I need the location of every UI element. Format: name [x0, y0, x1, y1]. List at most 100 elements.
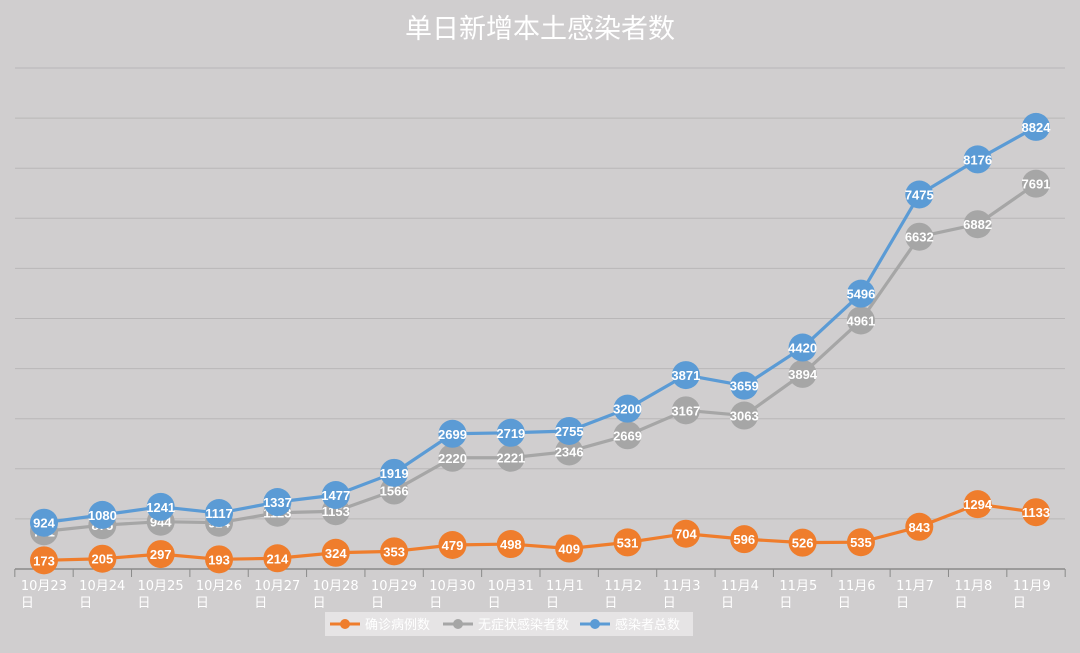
- data-point: [905, 180, 934, 209]
- data-label: 526: [792, 536, 814, 551]
- series-3: 924 1080 1241 1117 1337 1477 1919 2699 2719 2755 3…: [30, 112, 1052, 537]
- data-label: 1477: [321, 488, 350, 503]
- data-label: 535: [850, 535, 872, 550]
- x-tick-label: 10月24 日: [79, 579, 125, 611]
- data-label: 4961: [846, 313, 875, 328]
- legend-item: 无症状感染者数: [443, 617, 569, 633]
- data-label: 2669: [613, 428, 642, 443]
- x-tick-label: 11月4 日: [721, 579, 759, 611]
- data-point: [963, 490, 992, 519]
- data-point: [205, 545, 234, 574]
- data-label: 2221: [496, 451, 525, 466]
- data-label: 843: [908, 520, 930, 535]
- x-tick-label: 10月23 日: [21, 579, 67, 611]
- legend: 确诊病例数 无症状感染者数 感染者总数: [325, 612, 693, 636]
- data-label: 1117: [205, 506, 233, 521]
- x-tick-label: 10月25 日: [138, 579, 184, 611]
- data-point: [905, 222, 934, 251]
- x-tick-label: 10月31 日: [488, 579, 534, 611]
- data-point: [963, 210, 992, 239]
- x-tick-label: 10月29 日: [371, 579, 417, 611]
- x-tick-label: 11月5 日: [779, 579, 817, 611]
- data-label: 193: [208, 552, 230, 567]
- data-label: 1294: [963, 497, 993, 512]
- data-label: 4420: [788, 341, 817, 356]
- data-label: 3894: [788, 367, 818, 382]
- data-label: 3167: [671, 403, 700, 418]
- data-label: 3200: [613, 402, 642, 417]
- data-point: [496, 418, 525, 447]
- data-point: [1022, 169, 1050, 198]
- x-tick-label: 10月26 日: [196, 579, 242, 611]
- data-label: 6632: [905, 230, 934, 245]
- data-label: 2755: [555, 424, 584, 439]
- data-label: 2220: [438, 451, 467, 466]
- legend-swatch-marker: [340, 619, 350, 629]
- data-label: 1080: [88, 508, 117, 523]
- data-point: [846, 279, 875, 308]
- data-label: 3659: [730, 379, 759, 394]
- series-line: [42, 125, 1038, 525]
- data-label: 297: [150, 547, 172, 562]
- data-point: [613, 528, 642, 557]
- legend-item: 感染者总数: [580, 617, 680, 633]
- data-point: [88, 544, 117, 573]
- data-label: 5496: [846, 287, 875, 302]
- legend-label: 无症状感染者数: [478, 617, 569, 633]
- data-label: 2346: [555, 444, 584, 459]
- data-point: [30, 546, 58, 575]
- data-label: 924: [33, 516, 55, 531]
- data-point: [555, 534, 584, 563]
- legend-label: 感染者总数: [615, 617, 680, 633]
- data-point: [963, 145, 992, 174]
- x-tick-label: 10月28 日: [313, 579, 359, 611]
- data-label: 353: [383, 544, 405, 559]
- data-label: 205: [92, 552, 114, 567]
- data-point: [321, 481, 350, 510]
- data-point: [671, 519, 700, 548]
- data-label: 8176: [963, 152, 992, 167]
- x-tick-label: 11月9 日: [1013, 579, 1051, 611]
- data-point: [88, 500, 117, 529]
- x-tick-label: 11月2 日: [604, 579, 642, 611]
- data-point: [438, 531, 467, 560]
- x-axis-ticks: 10月23 日 10月24 日 10月25 日 10月26 日 10月27 日 10月28 日 10月2…: [14, 569, 1066, 611]
- data-label: 2699: [438, 427, 467, 442]
- data-label: 214: [267, 551, 289, 566]
- data-point: [730, 371, 759, 400]
- data-point: [321, 538, 350, 567]
- data-label: 2719: [496, 426, 525, 441]
- x-tick-label: 10月30 日: [429, 579, 475, 611]
- legend-swatch-marker: [453, 619, 463, 629]
- series-line: [42, 502, 1038, 562]
- x-tick-label: 11月3 日: [663, 579, 701, 611]
- data-label: 1133: [1022, 505, 1050, 520]
- data-label: 479: [442, 538, 464, 553]
- data-point: [613, 421, 642, 450]
- data-point: [438, 419, 467, 448]
- data-label: 1153: [322, 504, 350, 519]
- chart-title: 单日新增本土感染者数: [405, 14, 675, 45]
- data-point: [496, 443, 525, 472]
- data-label: 498: [500, 537, 522, 552]
- data-point: [380, 537, 409, 566]
- data-point: [730, 525, 759, 554]
- data-point: [846, 306, 875, 335]
- x-tick-label: 11月8 日: [954, 579, 992, 611]
- series-layer: 173 205 297 193 214 324 353 479 498 409 531 704 596 5…: [30, 112, 1052, 575]
- data-point: [555, 437, 584, 466]
- data-label: 1241: [146, 500, 175, 515]
- x-tick-label: 10月27 日: [254, 579, 300, 611]
- data-label: 7691: [1022, 177, 1051, 192]
- data-label: 704: [675, 527, 697, 542]
- data-label: 1566: [380, 484, 409, 499]
- legend-label: 确诊病例数: [365, 618, 430, 633]
- data-label: 3871: [671, 368, 700, 383]
- data-point: [438, 443, 467, 472]
- data-label: 8824: [1022, 120, 1052, 135]
- series-1: 173 205 297 193 214 324 353 479 498 409 531 704 596 5…: [30, 490, 1050, 575]
- x-tick-label: 11月7 日: [896, 579, 934, 611]
- data-point: [905, 512, 934, 541]
- legend-swatch-marker: [590, 619, 600, 629]
- data-label: 173: [33, 553, 55, 568]
